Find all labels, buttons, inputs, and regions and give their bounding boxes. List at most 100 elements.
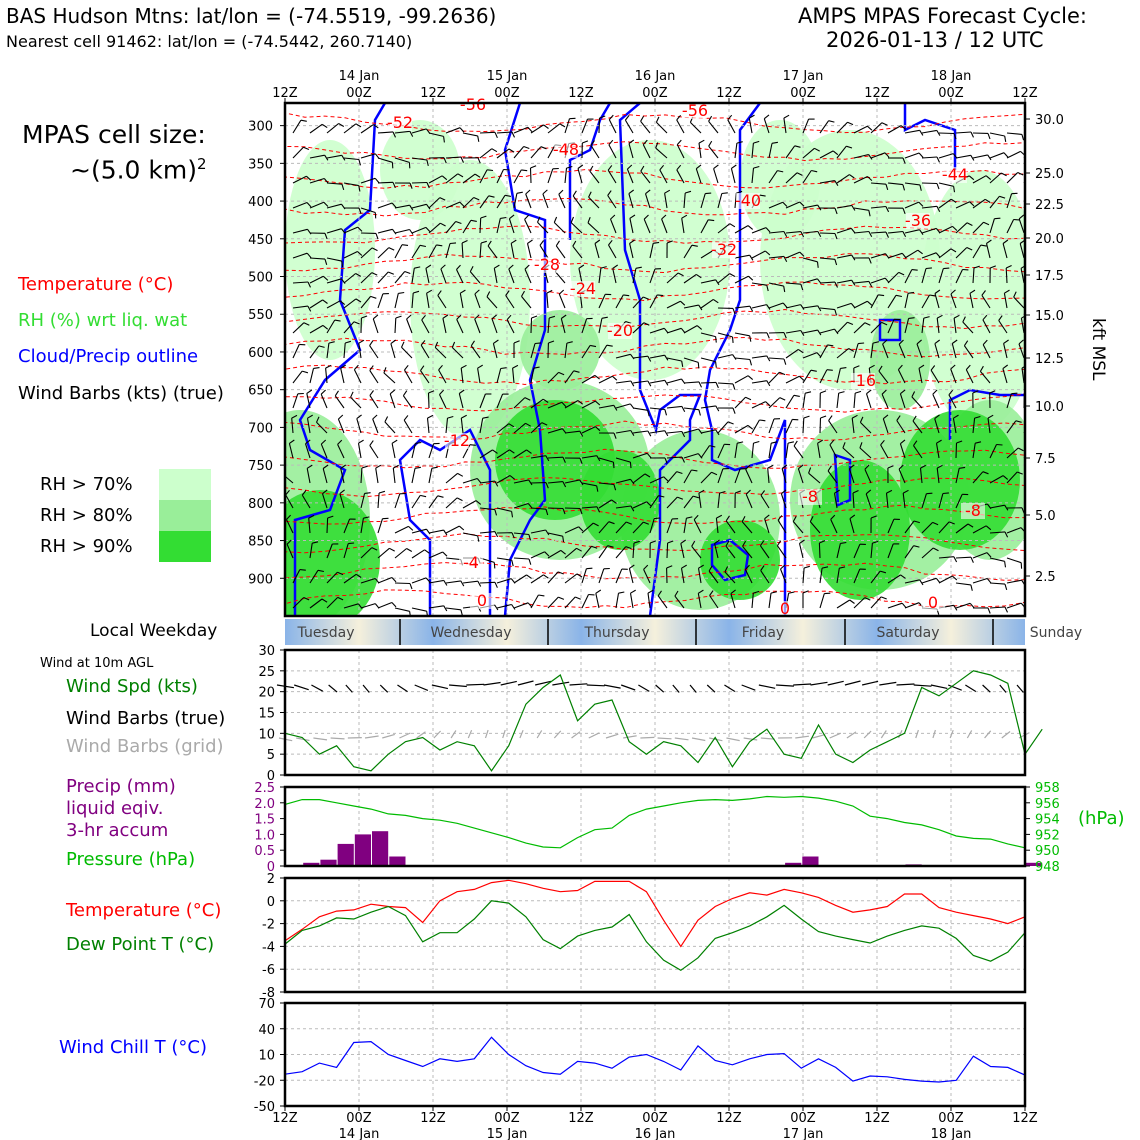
wind-barb [1006, 193, 1013, 209]
wind-barb [628, 143, 634, 159]
wind-barb-feather [307, 281, 311, 288]
wind-barb-feather [787, 441, 795, 444]
precip-bar [802, 856, 819, 866]
wind-barb-feather [653, 241, 660, 244]
wind-barb-feather [913, 520, 920, 524]
wind-barb-feather [527, 503, 533, 509]
wind-barb [899, 393, 906, 409]
wind-barb-feather [393, 464, 399, 469]
wind-barb-feather [494, 582, 498, 588]
wind-barb [292, 569, 301, 584]
wind-barb-feather [1036, 599, 1041, 602]
legend-rh70-label: RH > 70% [40, 474, 133, 495]
wind-barb [666, 357, 682, 362]
wind-barb-feather [1004, 289, 1010, 294]
wind-barb [972, 418, 976, 434]
wind-barb-feather [1031, 420, 1037, 421]
wind-barb [426, 418, 430, 434]
wind-barb-feather [322, 299, 328, 304]
pressure-line [284, 795, 1026, 849]
wind-barb [681, 218, 685, 234]
wind-barb [292, 175, 307, 184]
wind-barb [438, 369, 447, 384]
wind-barb-feather [900, 574, 906, 579]
wind-barb [581, 118, 589, 134]
temp-label-bg [712, 242, 736, 258]
wind-barb [547, 317, 550, 334]
wind-chill-ytick-label: 70 [258, 997, 275, 1012]
surface-barb-true [896, 683, 915, 686]
wind-barb [558, 293, 566, 309]
wind-barb-feather [852, 489, 859, 494]
wind-barb [744, 569, 753, 584]
kft-tick-label: 2.5 [1035, 570, 1056, 585]
wind-barb [649, 476, 664, 484]
wind-barb-feather [340, 464, 347, 469]
wind-barb [1019, 243, 1025, 259]
precip-bar [389, 856, 406, 866]
surface-barb-grid [743, 737, 758, 741]
wind-barb-feather [307, 414, 313, 419]
wind-barb [462, 220, 472, 234]
wind-barb [680, 543, 685, 559]
wind-barb-feather [594, 239, 601, 244]
wind-barb-feather [570, 216, 575, 223]
wind-barb-feather [783, 358, 787, 365]
wind-barb-feather [664, 430, 669, 437]
wind-barb [938, 521, 950, 534]
wind-barb-feather [560, 314, 567, 319]
wind-barb [479, 195, 490, 209]
wind-barb [700, 249, 714, 259]
wind-barb-feather [353, 321, 360, 325]
wind-barb-feather [808, 467, 812, 474]
wind-barb-feather [793, 394, 800, 397]
wind-barb-feather [868, 231, 873, 238]
pressure-ytick-right-label: 948 [1035, 860, 1060, 875]
wind-barb [734, 305, 750, 309]
surface-barb-grid [640, 736, 655, 739]
wind-barb-feather [732, 308, 736, 315]
wind-barb [792, 521, 804, 534]
wind-barb [972, 552, 988, 559]
wind-barb-feather [959, 466, 966, 469]
wind-barb [369, 445, 379, 459]
wind-barb-feather [715, 279, 720, 286]
surface-barb-true [741, 684, 756, 691]
wind-barb-feather [829, 439, 835, 446]
legend-barbs-true: Wind Barbs (true) [66, 708, 226, 729]
wind-barb-feather [629, 564, 635, 569]
wind-barb-feather [647, 355, 652, 362]
wind-barb [306, 468, 311, 484]
wind-barb [683, 469, 692, 484]
wind-barb [340, 468, 345, 484]
wind-barb [700, 357, 716, 363]
wind-barb [615, 457, 631, 463]
wind-barb-feather [299, 569, 306, 571]
wind-barb [377, 601, 393, 609]
wind-barb [853, 568, 861, 584]
wind-barb [496, 148, 510, 159]
wind-barb-feather [338, 123, 345, 127]
wind-barb [717, 421, 729, 434]
wind-barb [445, 497, 458, 509]
wind-barb-feather [492, 449, 498, 454]
wind-barb [1020, 318, 1025, 334]
wind-barb-feather [981, 290, 986, 296]
wind-barb [581, 374, 596, 384]
wind-barb [428, 443, 435, 459]
wind-barb-feather [562, 456, 566, 463]
wind-barb-feather [508, 148, 515, 153]
wind-barb-feather [487, 169, 494, 172]
temperature-contour-label: -36 [905, 211, 931, 230]
wind-barb-feather [741, 516, 746, 522]
wind-barb [1006, 393, 1012, 409]
top-time-label: 12Z [568, 86, 594, 101]
wind-barb-feather [558, 289, 565, 295]
wind-barb [904, 269, 913, 284]
wind-barb [581, 426, 596, 434]
wind-barb-feather [695, 273, 702, 279]
wind-barb [921, 493, 927, 509]
wind-barb [428, 197, 441, 209]
wind-barb-feather [948, 521, 955, 525]
